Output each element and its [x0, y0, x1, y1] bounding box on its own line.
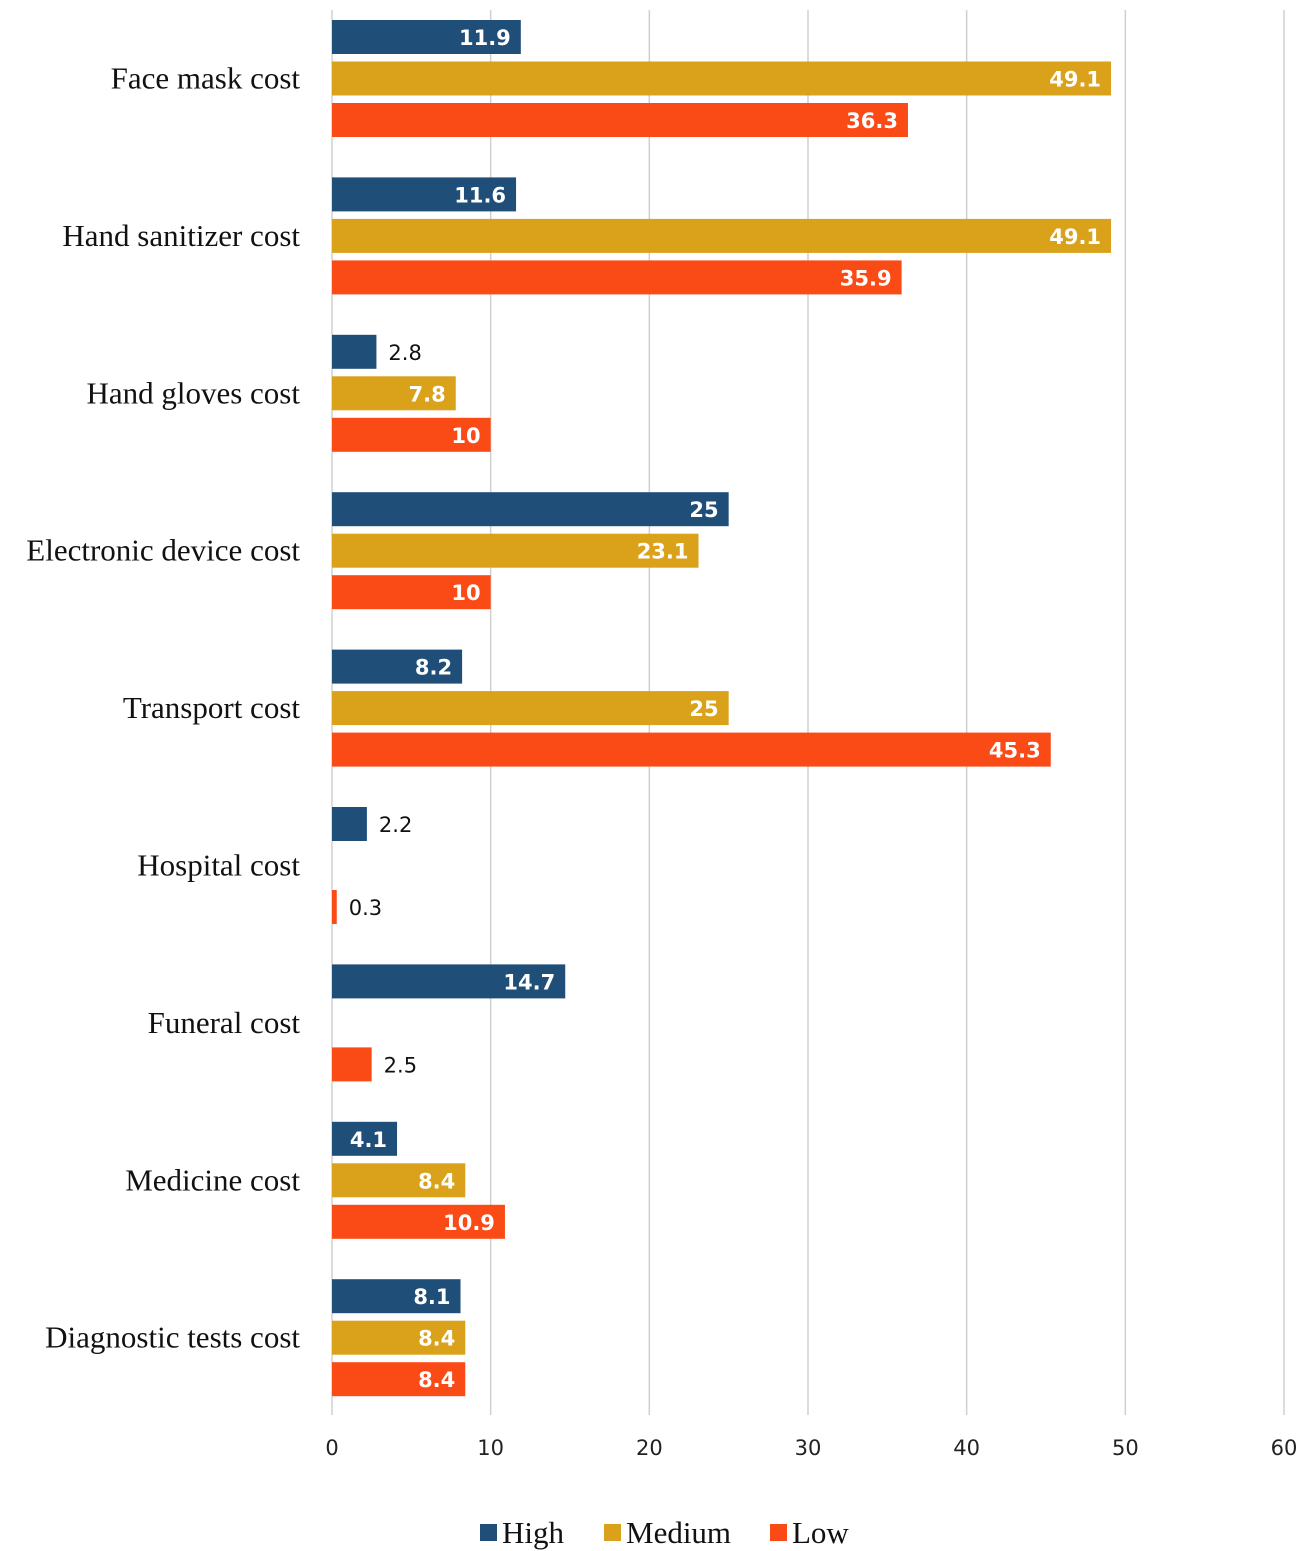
bar-high	[332, 492, 729, 527]
data-label-high: 4.1	[350, 1128, 387, 1152]
data-label-low: 2.5	[384, 1053, 417, 1077]
legend-swatch-medium	[604, 1524, 621, 1541]
data-label-low: 10	[451, 581, 480, 605]
bars: 11.949.136.311.649.135.92.87.8102523.110…	[332, 20, 1112, 1397]
bar-high	[332, 20, 521, 54]
bar-medium	[332, 218, 1112, 253]
bar-high	[332, 807, 367, 841]
x-tick-label: 10	[477, 1436, 504, 1460]
bar-low	[332, 103, 908, 137]
category-label: Hand gloves cost	[86, 375, 300, 410]
bar-low	[332, 1047, 372, 1082]
bar-low	[332, 890, 337, 924]
category-label: Hand sanitizer cost	[62, 218, 300, 253]
bar-low	[332, 260, 902, 295]
data-label-high: 2.8	[388, 341, 421, 365]
bar-low	[332, 732, 1051, 767]
category-label: Diagnostic tests cost	[45, 1320, 300, 1355]
bar-high	[332, 1121, 398, 1156]
data-label-medium: 25	[689, 697, 718, 721]
bar-low	[332, 1362, 466, 1397]
data-label-medium: 8.4	[418, 1327, 455, 1351]
data-label-high: 8.2	[415, 656, 452, 680]
bar-high	[332, 177, 517, 212]
bar-high	[332, 334, 377, 369]
legend-label-high: High	[502, 1515, 565, 1550]
x-tick-label: 40	[953, 1436, 980, 1460]
data-label-medium: 7.8	[409, 382, 446, 406]
data-label-high: 2.2	[379, 813, 412, 837]
category-labels: Face mask cost Hand sanitizer cost Hand gl…	[26, 61, 300, 1355]
data-label-low: 10	[451, 424, 480, 448]
data-label-high: 8.1	[413, 1285, 450, 1309]
bar-low	[332, 1204, 505, 1239]
data-label-high: 25	[689, 498, 718, 522]
data-label-low: 35.9	[840, 266, 892, 290]
legend-label-medium: Medium	[626, 1515, 731, 1550]
data-label-medium: 8.4	[418, 1169, 455, 1193]
x-axis-tick-labels: 0 10 20 30 40 50 60	[325, 1436, 1297, 1460]
legend: High Medium Low	[480, 1515, 849, 1550]
bar-high	[332, 649, 463, 684]
x-tick-label: 20	[636, 1436, 663, 1460]
category-label: Electronic device cost	[26, 533, 300, 568]
data-label-high: 11.6	[454, 183, 506, 207]
bar-low	[332, 417, 491, 452]
bar-medium	[332, 691, 729, 726]
data-label-low: 10.9	[443, 1211, 495, 1235]
x-tick-label: 60	[1271, 1436, 1298, 1460]
x-tick-label: 0	[325, 1436, 338, 1460]
data-label-high: 14.7	[503, 970, 555, 994]
x-tick-label: 50	[1112, 1436, 1139, 1460]
bar-medium	[332, 533, 699, 568]
bar-medium	[332, 376, 456, 411]
x-tick-label: 30	[795, 1436, 822, 1460]
data-label-medium: 49.1	[1049, 68, 1101, 92]
data-label-low: 0.3	[349, 896, 382, 920]
category-label: Funeral cost	[148, 1005, 301, 1040]
bar-low	[332, 575, 491, 610]
data-label-medium: 23.1	[637, 540, 689, 564]
category-label: Medicine cost	[125, 1162, 300, 1197]
data-label-high: 11.9	[459, 26, 511, 50]
legend-swatch-high	[480, 1524, 497, 1541]
data-label-medium: 49.1	[1049, 225, 1101, 249]
bar-high	[332, 1279, 461, 1314]
data-label-low: 36.3	[846, 109, 898, 133]
bar-medium	[332, 1320, 466, 1355]
legend-label-low: Low	[792, 1515, 849, 1550]
category-label: Hospital cost	[137, 848, 300, 883]
bar-high	[332, 964, 566, 999]
bar-medium	[332, 1163, 466, 1198]
category-label: Face mask cost	[111, 61, 301, 96]
data-label-low: 45.3	[989, 739, 1041, 763]
legend-swatch-low	[770, 1524, 787, 1541]
data-label-low: 8.4	[418, 1368, 455, 1392]
category-label: Transport cost	[123, 690, 301, 725]
bar-medium	[332, 61, 1112, 96]
